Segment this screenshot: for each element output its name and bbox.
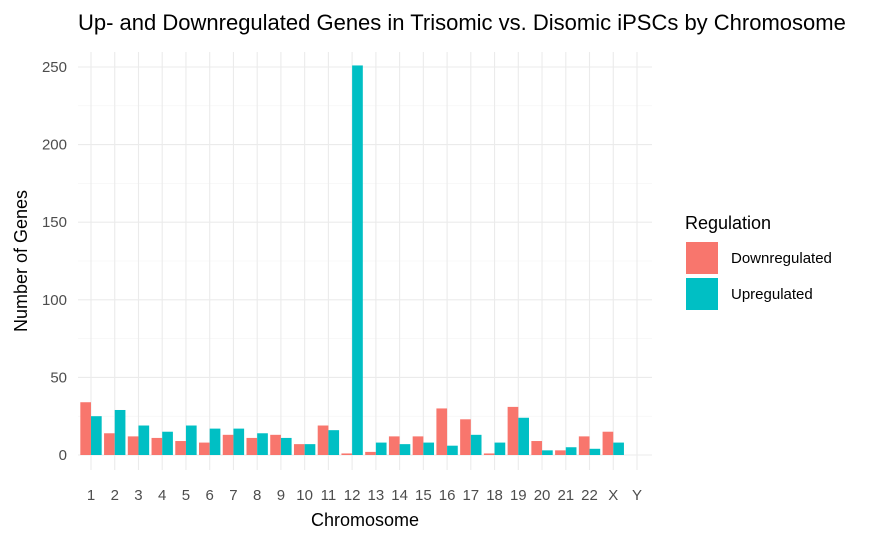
x-tick-label: 9 xyxy=(277,487,285,504)
x-tick-label: X xyxy=(608,487,618,504)
x-tick-label: 11 xyxy=(321,487,337,504)
bar-downregulated-chr-21 xyxy=(555,450,566,455)
x-tick-label: 14 xyxy=(391,487,408,504)
grid xyxy=(78,52,652,470)
bar-downregulated-chr-19 xyxy=(507,406,519,455)
bar-upregulated-chr-8 xyxy=(257,433,268,455)
bar-downregulated-chr-2 xyxy=(104,433,115,455)
x-tick-label: 16 xyxy=(439,487,456,504)
x-tick-label: 4 xyxy=(158,487,166,504)
bar-downregulated-chr-15 xyxy=(412,436,424,455)
x-tick-label: 6 xyxy=(206,487,214,504)
x-tick-label: 10 xyxy=(296,487,313,504)
y-tick-label: 150 xyxy=(42,214,67,231)
legend-title: Regulation xyxy=(685,213,771,233)
bar-upregulated-chr-11 xyxy=(328,430,340,455)
bar-downregulated-chr-8 xyxy=(246,437,258,455)
bars xyxy=(80,65,624,455)
x-tick-label: 5 xyxy=(182,487,190,504)
x-tick-label: 1 xyxy=(87,487,95,504)
bar-downregulated-chr-13 xyxy=(365,451,376,455)
bar-upregulated-chr-18 xyxy=(494,442,506,455)
legend: Regulation Downregulated Upregulated xyxy=(685,213,832,310)
bar-downregulated-chr-3 xyxy=(127,436,139,455)
x-axis-title: Chromosome xyxy=(311,510,419,530)
x-tick-label: 7 xyxy=(229,487,237,504)
bar-downregulated-chr-18 xyxy=(483,453,495,455)
legend-key-upregulated xyxy=(686,278,718,310)
y-axis-title: Number of Genes xyxy=(11,190,31,332)
x-tick-label: Y xyxy=(632,487,642,504)
bar-downregulated-chr-X xyxy=(602,431,614,455)
bar-downregulated-chr-5 xyxy=(175,441,186,455)
x-axis-ticks: 1 2 3 4 5 6 7 8 9 10 11 12 13 14 15 16 17 18 19 20 21 22 X Y xyxy=(87,487,642,504)
legend-key-downregulated xyxy=(686,242,718,274)
bar-downregulated-chr-10 xyxy=(293,444,305,455)
x-tick-label: 17 xyxy=(462,487,479,504)
bar-upregulated-chr-9 xyxy=(280,437,292,455)
x-tick-label: 20 xyxy=(534,487,551,504)
bar-upregulated-chr-21 xyxy=(565,447,577,455)
bar-downregulated-chr-7 xyxy=(222,434,234,455)
x-tick-label: 15 xyxy=(415,487,432,504)
bar-downregulated-chr-11 xyxy=(317,425,329,455)
bar-upregulated-chr-13 xyxy=(375,442,387,455)
bar-downregulated-chr-9 xyxy=(270,434,281,455)
x-tick-label: 19 xyxy=(510,487,527,504)
bar-upregulated-chr-20 xyxy=(542,450,553,455)
bar-downregulated-chr-4 xyxy=(151,437,163,455)
x-tick-label: 13 xyxy=(368,487,385,504)
legend-label-upregulated: Upregulated xyxy=(731,286,813,303)
y-tick-label: 250 xyxy=(42,59,67,76)
bar-downregulated-chr-22 xyxy=(578,436,590,455)
chart-title: Up- and Downregulated Genes in Trisomic … xyxy=(78,10,846,35)
bar-upregulated-chr-15 xyxy=(423,442,435,455)
x-tick-label: 22 xyxy=(581,487,598,504)
bar-upregulated-chr-4 xyxy=(162,431,173,455)
bar-upregulated-chr-6 xyxy=(209,428,221,455)
bar-upregulated-chr-10 xyxy=(304,444,316,455)
bar-upregulated-chr-12 xyxy=(352,65,363,455)
bar-upregulated-chr-7 xyxy=(233,428,245,455)
y-axis-ticks: 0 50 100 150 200 250 xyxy=(42,59,67,464)
y-tick-label: 0 xyxy=(59,447,67,464)
bar-upregulated-chr-22 xyxy=(589,448,601,455)
bar-upregulated-chr-1 xyxy=(91,416,102,455)
x-tick-label: 8 xyxy=(253,487,261,504)
bar-downregulated-chr-12 xyxy=(341,453,353,455)
bar-downregulated-chr-16 xyxy=(436,408,448,455)
bar-downregulated-chr-14 xyxy=(388,436,400,455)
bar-downregulated-chr-1 xyxy=(80,402,91,455)
x-tick-label: 2 xyxy=(111,487,119,504)
y-tick-label: 100 xyxy=(42,292,67,309)
x-tick-label: 3 xyxy=(134,487,142,504)
bar-upregulated-chr-5 xyxy=(185,425,197,455)
x-tick-label: 21 xyxy=(557,487,574,504)
bar-upregulated-chr-3 xyxy=(138,425,150,455)
x-tick-label: 12 xyxy=(344,487,361,504)
legend-label-downregulated: Downregulated xyxy=(731,250,832,267)
x-tick-label: 18 xyxy=(486,487,503,504)
bar-downregulated-chr-17 xyxy=(460,419,471,455)
bar-upregulated-chr-X xyxy=(613,442,624,455)
bar-upregulated-chr-17 xyxy=(470,434,482,455)
y-tick-label: 50 xyxy=(50,369,67,386)
bar-upregulated-chr-16 xyxy=(447,445,458,455)
bar-upregulated-chr-14 xyxy=(399,444,411,455)
bar-downregulated-chr-20 xyxy=(531,441,543,455)
bar-downregulated-chr-6 xyxy=(199,442,210,455)
bar-upregulated-chr-19 xyxy=(518,417,529,455)
y-tick-label: 200 xyxy=(42,137,67,154)
bar-upregulated-chr-2 xyxy=(114,409,126,455)
